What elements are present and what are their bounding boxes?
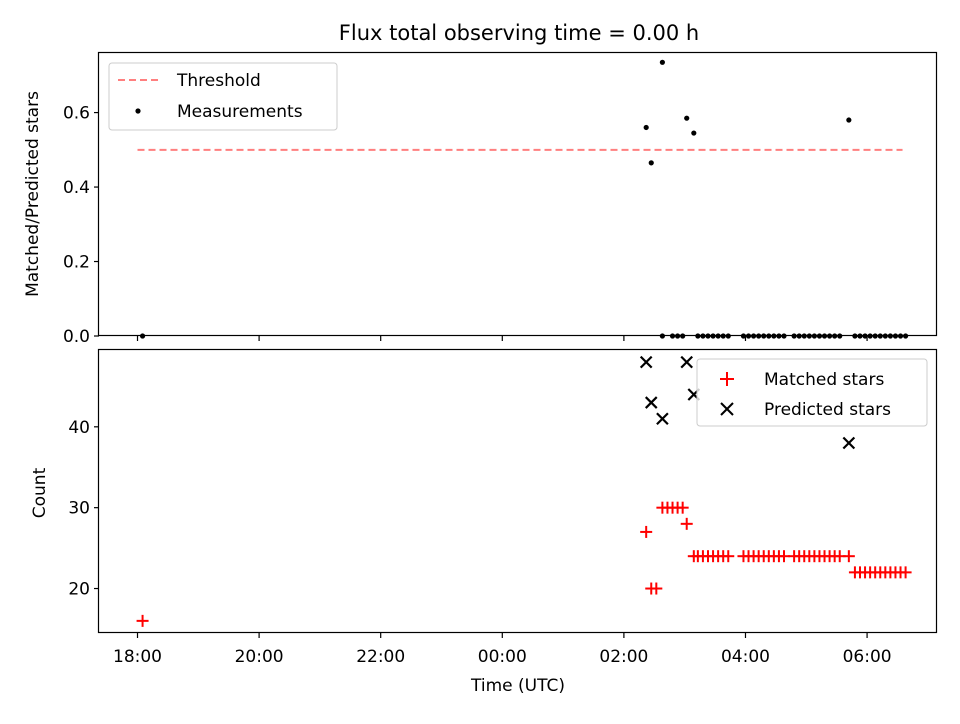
- top-legend-box: [108, 62, 338, 131]
- predicted-star-point: [656, 412, 669, 426]
- bottom-x-ticks: 18:00 20:00 22:00 00:00 02:00 04:00 06:00: [113, 633, 892, 667]
- matched-star-point: [650, 582, 663, 595]
- measurement-point: [648, 160, 654, 166]
- bottom-panel: 20 30 40 18:00 20:00 22:00 00:00 02:00 04:00 06:…: [30, 348, 938, 696]
- matched-star-point: [676, 501, 689, 514]
- legend-matched-swatch: [720, 372, 734, 386]
- predicted-star-point: [842, 436, 856, 450]
- matched-star-point: [722, 550, 735, 563]
- measurement-point: [643, 124, 649, 131]
- measurement-point: [684, 115, 690, 121]
- legend-predicted-swatch: [720, 402, 734, 416]
- bottom-y-ticks: 20 30 40: [68, 418, 99, 600]
- predicted-star-point: [644, 396, 658, 409]
- matched-star-point: [136, 614, 149, 627]
- matched-star-point: [842, 550, 855, 563]
- bottom-y-tick-label: 20: [68, 580, 90, 600]
- matched-star-point: [899, 566, 912, 579]
- legend-measurements-swatch: [135, 108, 141, 114]
- x-tick-label: 06:00: [843, 647, 892, 667]
- predicted-star-point: [680, 355, 693, 369]
- matched-star-point: [680, 517, 693, 530]
- top-y-tick-label: 0.2: [63, 253, 90, 273]
- top-marks: [137, 59, 909, 339]
- x-tick-label: 04:00: [721, 647, 770, 667]
- bottom-y-axis-label: Count: [30, 467, 50, 518]
- top-y-tick-label: 0.0: [63, 327, 90, 347]
- legend-threshold-label: Threshold: [176, 71, 261, 91]
- top-x-ticks: [136, 336, 868, 341]
- bottom-y-tick-label: 40: [68, 418, 90, 438]
- measurement-point: [691, 130, 697, 136]
- x-tick-label: 18:00: [113, 647, 162, 667]
- legend-matched-label: Matched stars: [764, 370, 884, 390]
- measurement-point: [659, 59, 665, 65]
- bottom-legend-box: [696, 358, 928, 427]
- matched-star-point: [777, 550, 790, 563]
- bottom-plot-frame: [97, 348, 938, 634]
- predicted-star-point: [639, 355, 653, 369]
- top-legend: Threshold Measurements: [108, 62, 338, 131]
- legend-predicted-label: Predicted stars: [764, 400, 891, 420]
- bottom-legend: Matched stars Predicted stars: [696, 358, 928, 427]
- chart-title: Flux total observing time = 0.00 h: [339, 21, 699, 45]
- legend-measurements-label: Measurements: [177, 102, 303, 122]
- top-plot-frame: [97, 51, 938, 337]
- x-tick-label: 20:00: [235, 647, 284, 667]
- x-tick-label: 02:00: [599, 647, 648, 667]
- bottom-marks: [136, 355, 912, 627]
- x-tick-label: 22:00: [356, 647, 405, 667]
- top-panel: Flux total observing time = 0.00 h 0.00.…: [23, 21, 938, 347]
- top-y-axis-label: Matched/Predicted stars: [23, 91, 43, 297]
- top-y-ticks: 0.0 0.2 0.4 0.6: [63, 104, 99, 347]
- top-y-tick-label: 0.6: [63, 104, 90, 124]
- top-y-tick-label: 0.4: [63, 178, 90, 198]
- matched-star-point: [640, 525, 653, 538]
- measurement-point: [846, 117, 852, 123]
- x-tick-label: 00:00: [478, 647, 527, 667]
- bottom-y-tick-label: 30: [68, 499, 90, 519]
- x-axis-label: Time (UTC): [470, 676, 565, 696]
